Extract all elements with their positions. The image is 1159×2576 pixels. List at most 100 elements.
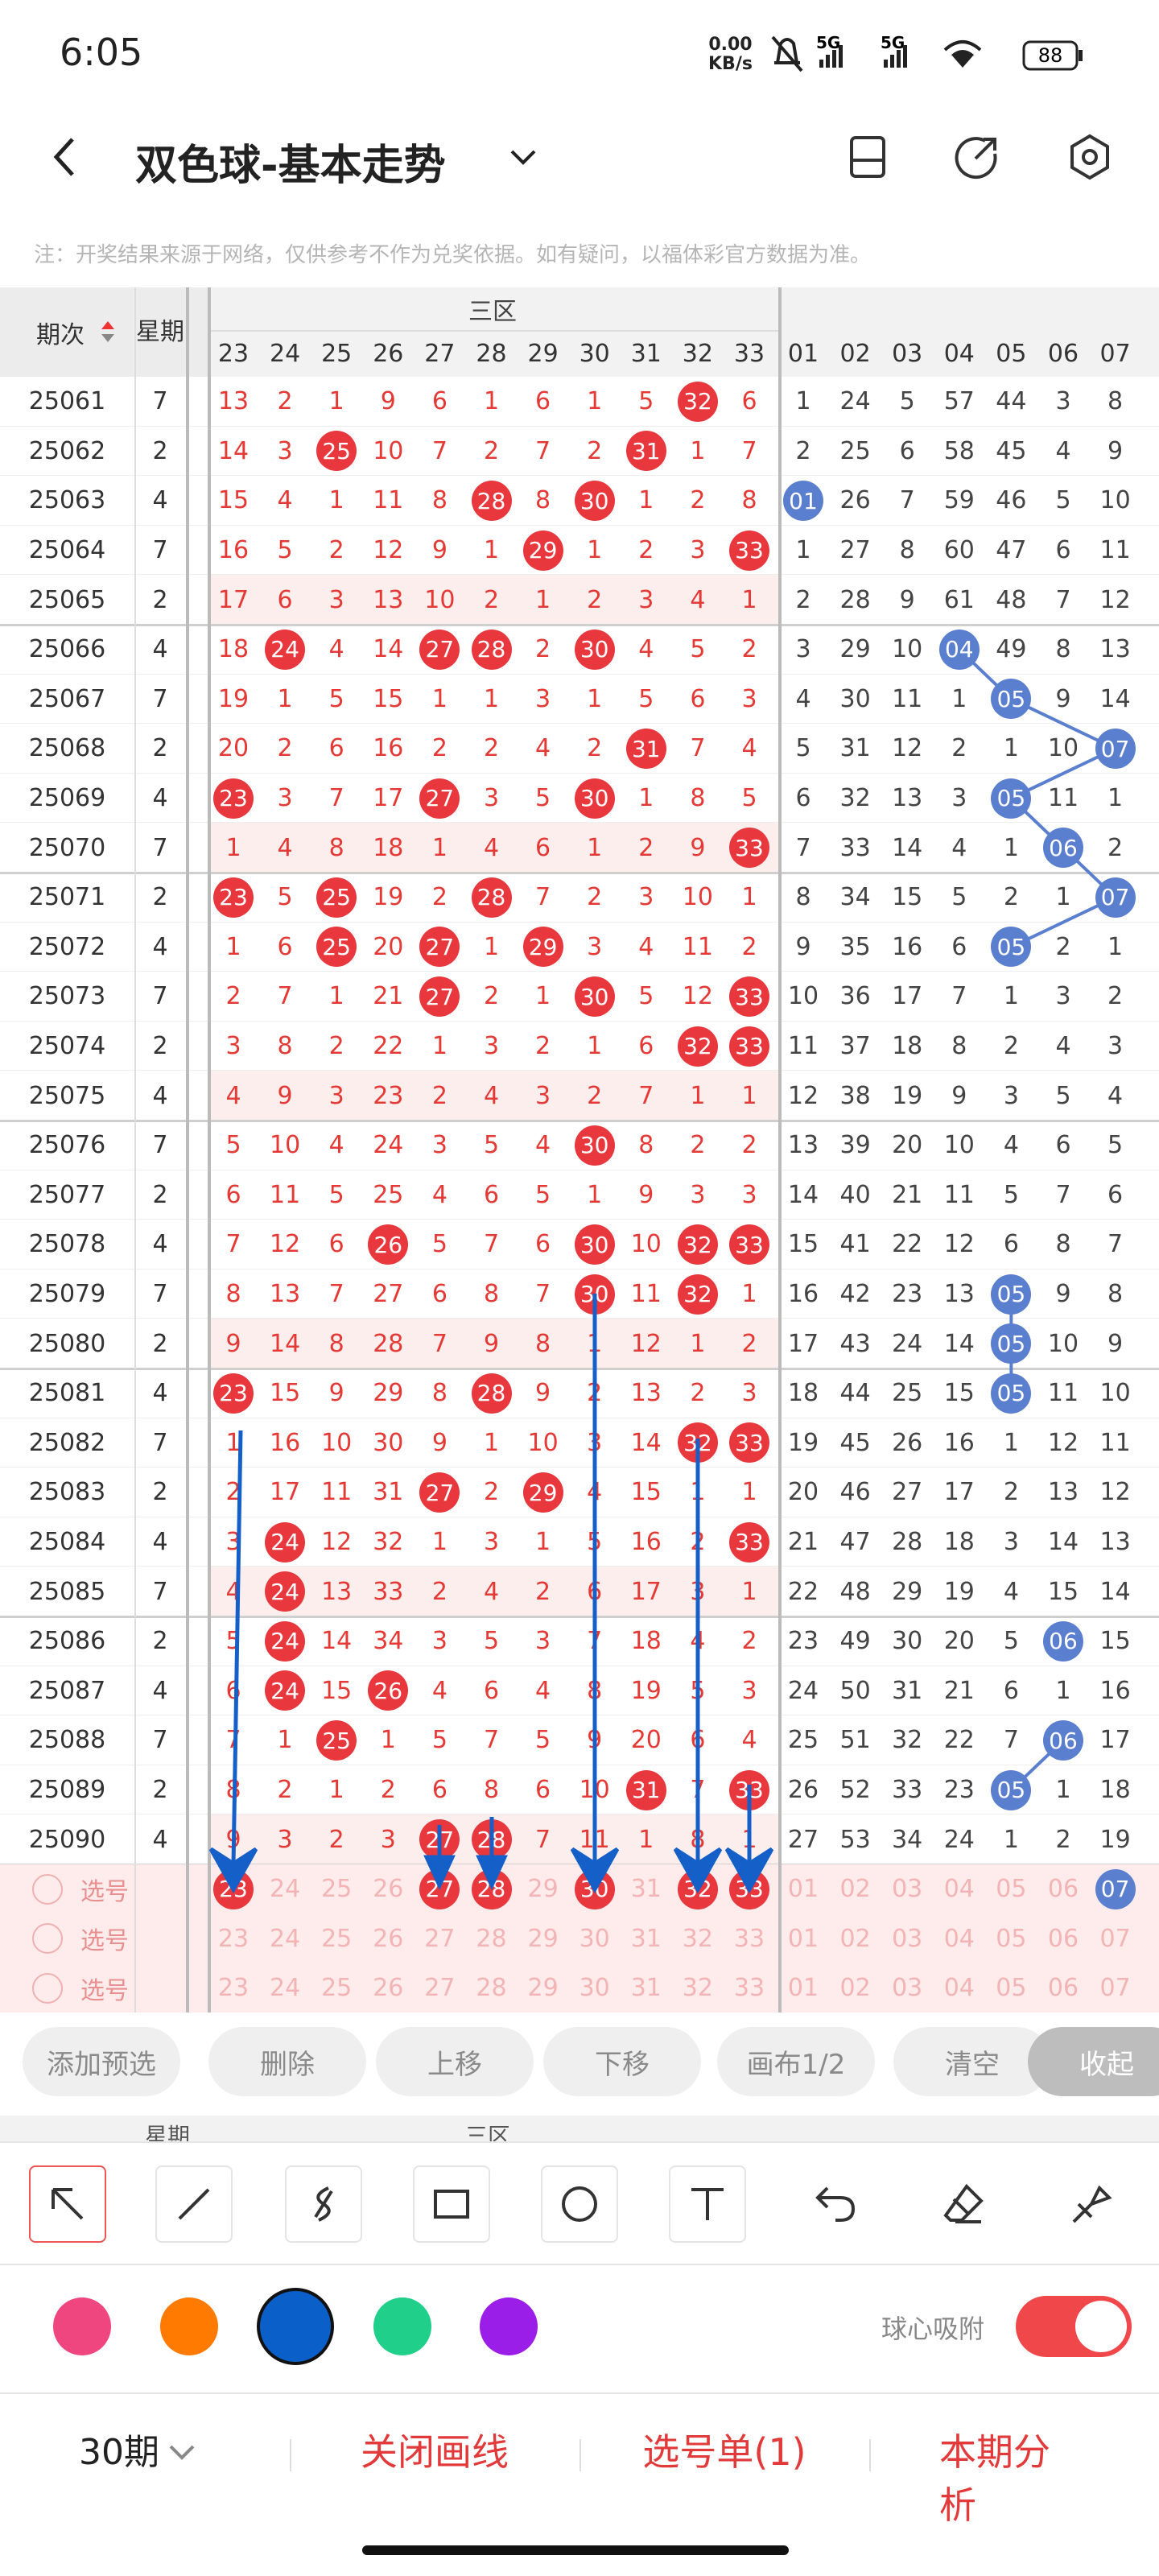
blue-cell: 36 [839, 982, 871, 1011]
pick-number[interactable]: 33 [733, 1924, 765, 1953]
pick-number[interactable]: 23 [217, 1974, 250, 2003]
action-button[interactable]: 收起 [1028, 2027, 1159, 2096]
pick-radio[interactable] [32, 1873, 63, 1905]
pick-number[interactable]: 02 [839, 1974, 871, 2003]
red-cell: 3 [328, 1081, 344, 1110]
drawing-layer [208, 648, 1120, 1894]
action-button[interactable]: 上移 [376, 2027, 534, 2096]
blue-col-header: 01 [787, 339, 819, 368]
pick-blue-ball[interactable]: 07 [1095, 1868, 1136, 1909]
pick-number[interactable]: 25 [321, 1974, 353, 2003]
pick-number[interactable]: 01 [787, 1924, 819, 1953]
tool-rect[interactable] [413, 2165, 490, 2243]
pick-number[interactable]: 28 [476, 1924, 507, 1953]
action-button[interactable]: 下移 [543, 2027, 701, 2096]
color-swatch[interactable] [257, 2288, 334, 2365]
pick-number[interactable]: 07 [1099, 1974, 1131, 2003]
pick-number[interactable]: 07 [1099, 1924, 1131, 1953]
pick-number[interactable]: 31 [630, 1875, 662, 1904]
tool-text[interactable] [669, 2165, 746, 2243]
pick-number[interactable]: 04 [943, 1875, 975, 1904]
pick-number[interactable]: 27 [424, 1974, 456, 2003]
share-icon[interactable] [953, 133, 1001, 181]
pick-number[interactable]: 03 [892, 1875, 923, 1904]
pick-number[interactable]: 25 [321, 1924, 353, 1953]
pick-number[interactable]: 04 [943, 1924, 975, 1953]
pick-number[interactable]: 06 [1047, 1924, 1079, 1953]
pick-number[interactable]: 28 [476, 1974, 507, 2003]
tool-clear[interactable] [1067, 2180, 1116, 2228]
snap-toggle[interactable] [1016, 2296, 1132, 2357]
red-cell: 3 [690, 1180, 706, 1209]
blue-cell: 10 [1099, 1379, 1131, 1408]
pick-number[interactable]: 31 [630, 1924, 662, 1953]
tool-select[interactable] [29, 2165, 106, 2243]
red-cell: 2 [741, 1627, 757, 1656]
tool-circle[interactable] [541, 2165, 618, 2243]
back-button[interactable] [48, 133, 80, 181]
analysis[interactable]: 本期分析 [939, 2430, 1050, 2527]
pick-number[interactable]: 31 [630, 1974, 662, 2003]
pick-number[interactable]: 02 [839, 1924, 871, 1953]
color-swatch[interactable] [160, 2297, 218, 2355]
pick-list[interactable]: 选号单(1) [642, 2430, 806, 2474]
device-icon[interactable] [845, 133, 893, 181]
pick-number[interactable]: 32 [682, 1924, 713, 1953]
pick-number[interactable]: 23 [217, 1924, 250, 1953]
pick-number[interactable]: 29 [527, 1875, 559, 1904]
pick-number[interactable]: 26 [373, 1875, 404, 1904]
page-title[interactable]: 双色球-基本走势 [135, 142, 446, 190]
pick-number[interactable]: 05 [996, 1924, 1027, 1953]
tool-undo[interactable] [811, 2180, 860, 2228]
pick-number[interactable]: 01 [787, 1875, 819, 1904]
pick-number[interactable]: 06 [1047, 1974, 1079, 2003]
pick-number[interactable]: 05 [996, 1875, 1027, 1904]
red-cell: 16 [630, 1528, 662, 1557]
pick-number[interactable]: 32 [682, 1974, 713, 2003]
pick-number[interactable]: 27 [424, 1924, 456, 1953]
settings-icon[interactable] [1066, 133, 1114, 181]
blue-cell: 5 [1107, 1131, 1124, 1160]
pick-number[interactable]: 03 [892, 1924, 923, 1953]
pick-number[interactable]: 24 [270, 1974, 301, 2003]
pick-radio[interactable] [32, 1923, 63, 1955]
pick-number[interactable]: 29 [527, 1924, 559, 1953]
action-button[interactable]: 添加预选 [23, 2027, 180, 2096]
pick-radio[interactable] [32, 1973, 63, 2004]
pick-number[interactable]: 24 [270, 1875, 301, 1904]
pick-number[interactable]: 01 [787, 1974, 819, 2003]
blue-cell: 39 [839, 1131, 871, 1160]
pick-number[interactable]: 30 [579, 1974, 610, 2003]
blue-cell: 2 [1003, 1478, 1019, 1507]
pick-number[interactable]: 03 [892, 1974, 923, 2003]
action-button[interactable]: 删除 [208, 2027, 366, 2096]
issue-cell: 25063 [28, 486, 106, 515]
blue-ball: 05 [991, 1274, 1032, 1315]
week-cell: 4 [152, 635, 168, 664]
tool-line[interactable] [155, 2165, 233, 2243]
pick-number[interactable]: 02 [839, 1875, 871, 1904]
color-swatch[interactable] [480, 2297, 538, 2355]
period-select[interactable]: 30期 [79, 2423, 198, 2475]
blue-cell: 50 [839, 1676, 871, 1705]
color-swatch[interactable] [373, 2297, 431, 2355]
tool-curve[interactable] [285, 2165, 362, 2243]
pick-number[interactable]: 26 [373, 1974, 404, 2003]
tool-eraser[interactable] [939, 2180, 988, 2228]
pick-number[interactable]: 33 [733, 1974, 765, 2003]
pick-number[interactable]: 29 [527, 1974, 559, 2003]
close-drawing[interactable]: 关闭画线 [361, 2430, 509, 2474]
action-button[interactable]: 清空 [893, 2027, 1051, 2096]
blue-cell: 3 [951, 784, 967, 813]
title-dropdown[interactable] [507, 145, 539, 169]
week-cell: 4 [152, 1528, 168, 1557]
pick-number[interactable]: 30 [579, 1924, 610, 1953]
pick-number[interactable]: 06 [1047, 1875, 1079, 1904]
pick-number[interactable]: 05 [996, 1974, 1027, 2003]
pick-number[interactable]: 26 [373, 1924, 404, 1953]
pick-number[interactable]: 04 [943, 1974, 975, 2003]
pick-number[interactable]: 24 [270, 1924, 301, 1953]
color-swatch[interactable] [53, 2297, 111, 2355]
pick-number[interactable]: 25 [321, 1875, 353, 1904]
action-button[interactable]: 画布1/2 [717, 2027, 875, 2096]
